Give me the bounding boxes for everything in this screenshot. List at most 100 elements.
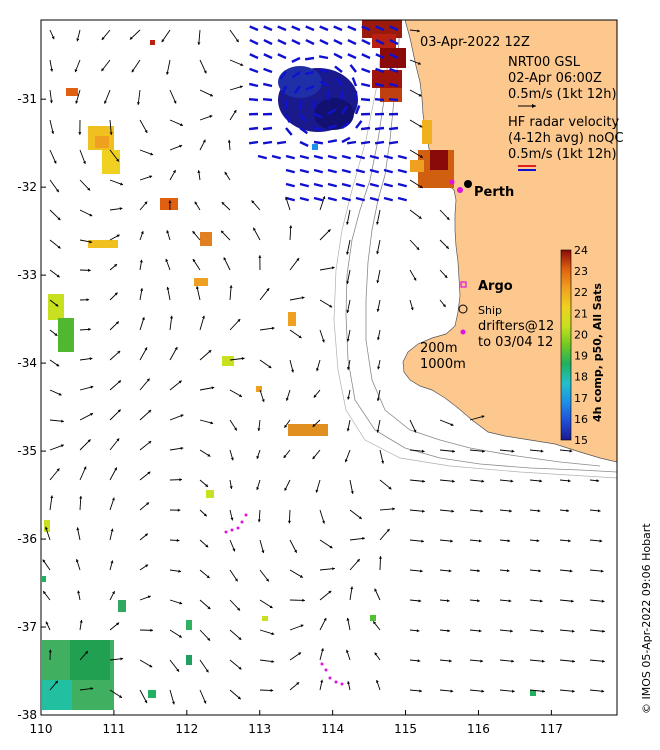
- hf-vector: [374, 82, 385, 88]
- gsl-vector-head: [481, 689, 485, 693]
- gsl-vector-head: [287, 520, 291, 524]
- x-tick-label: 110: [30, 722, 53, 736]
- hf-vector: [299, 196, 310, 202]
- hf-vector: [279, 71, 287, 80]
- gsl-vector-head: [56, 274, 60, 278]
- gsl-vector-head: [285, 397, 289, 401]
- gsl-vector-head: [506, 569, 510, 573]
- gsl-vector-head: [203, 513, 207, 517]
- hf-vector: [262, 82, 273, 88]
- gsl-vector-head: [241, 357, 245, 361]
- gsl-vector-head: [269, 605, 273, 609]
- x-tick-label: 112: [175, 722, 198, 736]
- hf-vector: [375, 53, 385, 60]
- hf-vector: [389, 67, 399, 74]
- gsl-vector-head: [511, 449, 515, 453]
- gsl-vector-head: [345, 649, 349, 653]
- hf-vector: [347, 53, 357, 60]
- gsl-vector-head: [104, 100, 107, 104]
- gsl-vector-head: [299, 574, 303, 578]
- hf-vector: [319, 25, 329, 32]
- hf-label-line2: (4-12h avg) noQC: [508, 131, 624, 146]
- gsl-vector-head: [480, 659, 484, 663]
- gsl-vector-head: [209, 93, 213, 97]
- gsl-vector-head: [482, 449, 485, 453]
- gsl-vector-head: [235, 39, 239, 43]
- hf-vector: [299, 127, 309, 135]
- hf-vector: [355, 196, 366, 202]
- gsl-vector-head: [261, 399, 265, 403]
- hf-vector: [360, 140, 371, 145]
- gsl-vector-head: [413, 429, 417, 433]
- gsl-vector-head: [374, 588, 378, 592]
- gsl-vector-head: [294, 549, 297, 553]
- gsl-vector-head: [449, 659, 452, 663]
- hf-vector: [355, 120, 363, 129]
- gsl-vector-head: [346, 367, 351, 370]
- hf-vector: [327, 168, 338, 174]
- gsl-vector-head: [329, 304, 333, 308]
- gsl-vector-head: [179, 478, 183, 482]
- gsl-vector-head: [230, 517, 234, 521]
- gsl-vector-head: [571, 599, 574, 603]
- gsl-vector-head: [149, 175, 153, 179]
- gsl-vector-head: [140, 231, 144, 235]
- hf-vector: [341, 136, 351, 144]
- gsl-vector-head: [346, 221, 350, 225]
- hf-vector: [318, 55, 329, 60]
- hf-vector: [375, 39, 385, 46]
- gsl-vector-head: [171, 701, 175, 705]
- hf-vector: [291, 25, 301, 32]
- hf-vector: [327, 124, 337, 130]
- hf-vector: [291, 71, 301, 79]
- x-tick-label: 113: [248, 722, 271, 736]
- gsl-vector-head: [197, 170, 201, 173]
- gsl-vector-head: [599, 539, 603, 543]
- gsl-vector-head: [118, 695, 122, 698]
- gsl-vector-head: [358, 516, 362, 520]
- gsl-vector-head: [101, 36, 105, 40]
- gsl-vector-head: [261, 550, 265, 554]
- gsl-vector-head: [197, 42, 201, 45]
- gsl-vector-head: [85, 651, 88, 655]
- x-tick-label: 111: [102, 722, 125, 736]
- gsl-vector-head: [301, 296, 305, 300]
- gsl-vector-head: [350, 586, 354, 590]
- hf-vector: [375, 25, 385, 32]
- hf-vector: [327, 139, 338, 144]
- gsl-vector-head: [90, 385, 94, 389]
- gsl-vector-head: [109, 132, 113, 135]
- gsl-vector-head: [76, 38, 80, 42]
- gsl-vector-head: [298, 335, 302, 338]
- gsl-vector-head: [172, 170, 176, 174]
- gsl-vector-head: [322, 520, 325, 524]
- gsl-vector-head: [178, 634, 182, 638]
- hf-vector: [277, 25, 287, 32]
- gsl-vector-head: [539, 599, 543, 603]
- hf-vector: [263, 67, 273, 74]
- hf-vector: [374, 97, 385, 102]
- hf-vector: [305, 39, 315, 46]
- hf-vector: [263, 25, 273, 32]
- hf-vector: [319, 39, 329, 46]
- hf-vector: [263, 53, 273, 60]
- gsl-vector-head: [420, 569, 423, 573]
- gsl-vector-head: [43, 591, 47, 595]
- sst-patches: [42, 20, 536, 710]
- argo-label: Argo: [478, 279, 513, 294]
- gsl-vector-head: [114, 467, 117, 471]
- gsl-vector-head: [315, 489, 319, 493]
- gsl-vector-head: [120, 657, 124, 661]
- colorbar-ticks: 15 16 17 18 19 20 21 22 23 24: [574, 244, 588, 447]
- hf-vector: [361, 53, 371, 60]
- x-tick-label: 114: [321, 722, 344, 736]
- gsl-vector-head: [88, 268, 91, 272]
- gsl-vector-head: [328, 590, 332, 594]
- gsl-vector-head: [238, 666, 242, 670]
- gsl-vector-head: [203, 700, 207, 704]
- gsl-vector-head: [221, 202, 225, 206]
- gsl-vector-head: [147, 595, 151, 599]
- gsl-vector-head: [79, 495, 83, 499]
- colorbar-tick-label: 15: [574, 434, 588, 447]
- gsl-vector-head: [376, 221, 380, 225]
